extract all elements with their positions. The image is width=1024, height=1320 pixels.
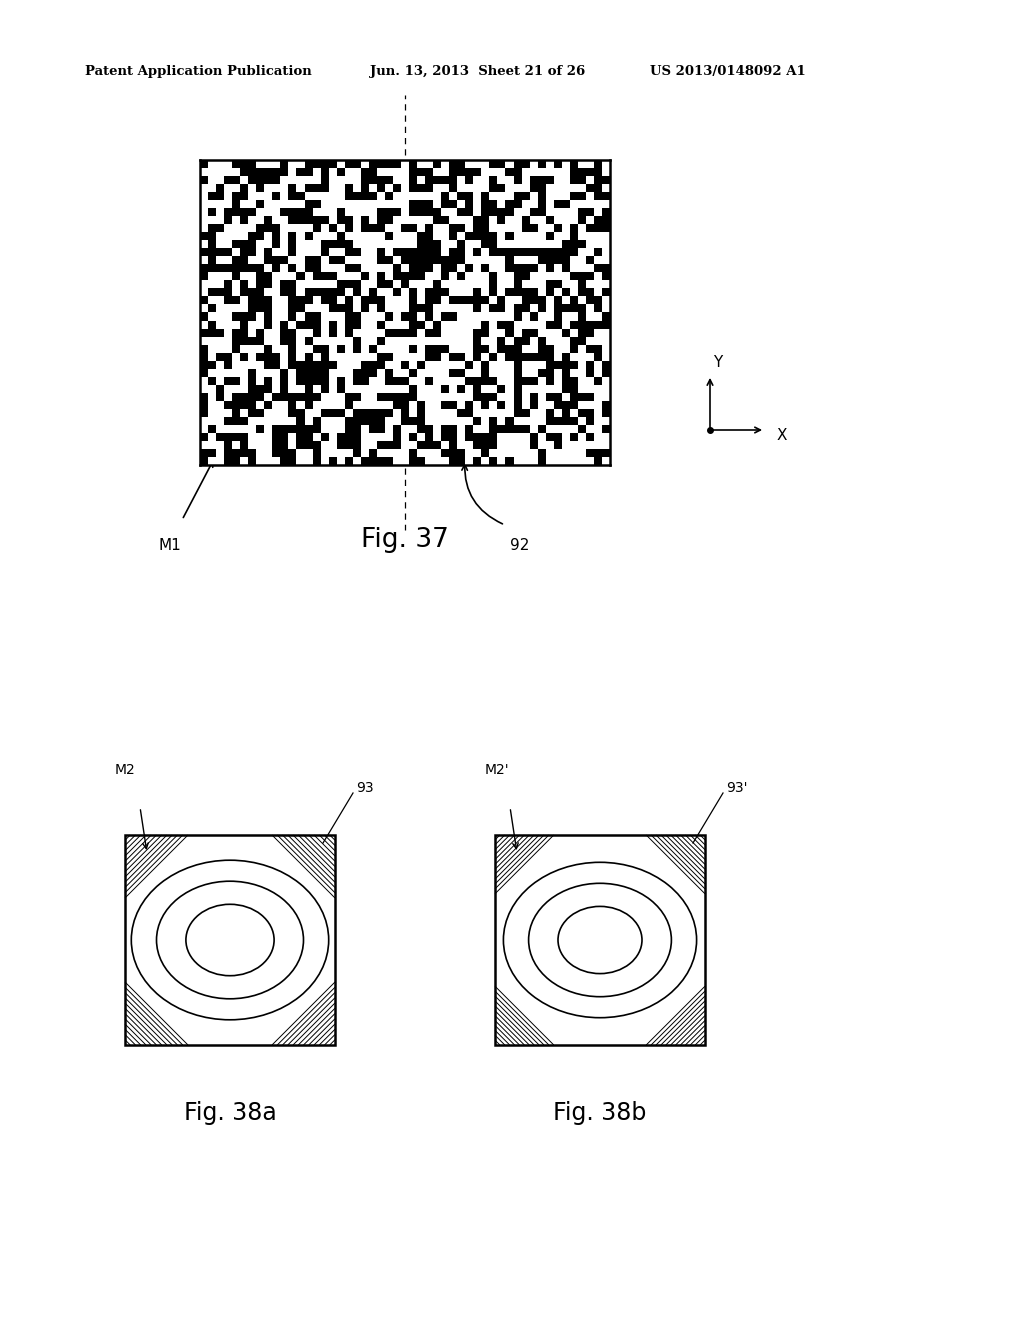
Text: Fig. 38a: Fig. 38a [183, 1101, 276, 1125]
Bar [495, 836, 705, 1045]
Text: M2: M2 [115, 763, 136, 777]
Bar [125, 836, 335, 1045]
Text: M1: M1 [159, 537, 181, 553]
Text: Patent Application Publication: Patent Application Publication [85, 66, 311, 78]
Text: Y: Y [714, 355, 723, 370]
Bar [125, 836, 335, 1045]
Text: X: X [777, 428, 787, 442]
Text: M2': M2' [485, 763, 510, 777]
Text: US 2013/0148092 A1: US 2013/0148092 A1 [650, 66, 806, 78]
Text: 93': 93' [726, 781, 748, 795]
Text: 93: 93 [356, 781, 374, 795]
Text: Fig. 37: Fig. 37 [361, 527, 449, 553]
Bar [495, 836, 705, 1045]
Text: Fig. 38b: Fig. 38b [553, 1101, 647, 1125]
Text: Jun. 13, 2013  Sheet 21 of 26: Jun. 13, 2013 Sheet 21 of 26 [370, 66, 586, 78]
Text: 92: 92 [510, 537, 529, 553]
